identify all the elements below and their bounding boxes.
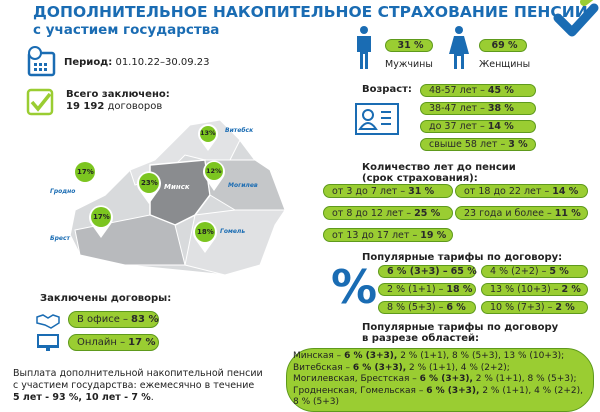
age-pill: 48-57 лет –45 %: [420, 84, 536, 97]
term-pill: от 13 до 17 лет –19 %: [323, 228, 453, 242]
tariff-pill: 13 % (10+3) –2 %: [481, 283, 588, 296]
channels-label: Заключены договоры:: [40, 293, 172, 304]
men-percent-badge: 31 %: [385, 39, 433, 52]
page-subtitle: с участием государства: [33, 22, 220, 38]
tariff-pill: 6 % (3+3) –65 %: [378, 265, 477, 278]
total-label: Всего заключено:: [66, 89, 170, 100]
man-icon: [357, 26, 371, 69]
tariff-pill: 8 % (5+3) –6 %: [378, 301, 476, 314]
monitor-icon: [37, 334, 59, 351]
logo-check-icon: [553, 0, 599, 37]
term-pill: 23 года и более –11 %: [455, 206, 588, 220]
online-pill: Онлайн –17 %: [68, 334, 159, 351]
men-label: Мужчины: [385, 59, 433, 70]
handshake-icon: [36, 314, 60, 329]
age-pill: свыше 58 лет –3 %: [420, 138, 536, 151]
regional-row: Могилевская, Брестская – 6 % (3+3), 2 % …: [293, 374, 577, 384]
regional-row: Гродненская, Гомельская – 6 % (3+3), 2 %…: [293, 385, 583, 408]
age-label: Возраст:: [362, 84, 412, 95]
map-pin-grodno[interactable]: 17% Гродно: [50, 160, 98, 198]
checkmark-icon: [26, 88, 54, 116]
map-pin-gomel[interactable]: 18% Гомель: [192, 220, 245, 258]
women-label: Женщины: [479, 59, 531, 70]
map-pin-minsk[interactable]: 23% Минск: [136, 171, 190, 209]
office-pill: В офисе –83 %: [68, 311, 159, 328]
regional-label: Популярные тарифы по договору в разрезе о…: [362, 322, 559, 344]
percent-icon: %: [331, 260, 378, 314]
period: Период: 01.10.22–30.09.23: [64, 57, 210, 68]
regional-row: Витебская – 6 % (3+3), 2 % (1+1), 4 % (2…: [293, 362, 510, 373]
tariff-pill: 4 % (2+2) –5 %: [481, 265, 588, 278]
page-title: ДОПОЛНИТЕЛЬНОЕ НАКОПИТЕЛЬНОЕ СТРАХОВАНИЕ…: [33, 3, 588, 21]
age-pill: до 37 лет –14 %: [420, 120, 536, 133]
woman-icon: [449, 26, 469, 69]
map-pin-brest[interactable]: 17% Брест: [50, 205, 114, 243]
map-pin-vitebsk[interactable]: 13% Витебск: [197, 124, 253, 156]
map-pin-mogilev[interactable]: 12% Могилев: [202, 160, 258, 196]
tariffs-label: Популярные тарифы по договору:: [362, 252, 563, 263]
term-pill: от 3 до 7 лет –31 %: [323, 184, 453, 198]
age-pill: 38-47 лет –38 %: [420, 102, 536, 115]
id-card-icon: [355, 103, 399, 135]
term-pill: от 18 до 22 лет –14 %: [455, 184, 588, 198]
tariff-pill: 2 % (1+1) –18 %: [378, 283, 476, 296]
tariff-pill: 10 % (7+3) –2 %: [481, 301, 588, 314]
term-pill: от 8 до 12 лет –25 %: [323, 206, 453, 220]
term-label: Количество лет до пенсии (срок страховани…: [362, 162, 516, 184]
total-count: 19 192 договоров: [66, 101, 163, 112]
calendar-clock-icon: [27, 46, 56, 77]
women-percent-badge: 69 %: [479, 39, 527, 52]
regional-tariffs-box: Минская – 6 % (3+3), 2 % (1+1), 8 % (5+3…: [286, 348, 594, 412]
regional-row: Минская – 6 % (3+3), 2 % (1+1), 8 % (5+3…: [293, 351, 565, 361]
payout-note: Выплата дополнительной накопительной пен…: [13, 368, 263, 403]
